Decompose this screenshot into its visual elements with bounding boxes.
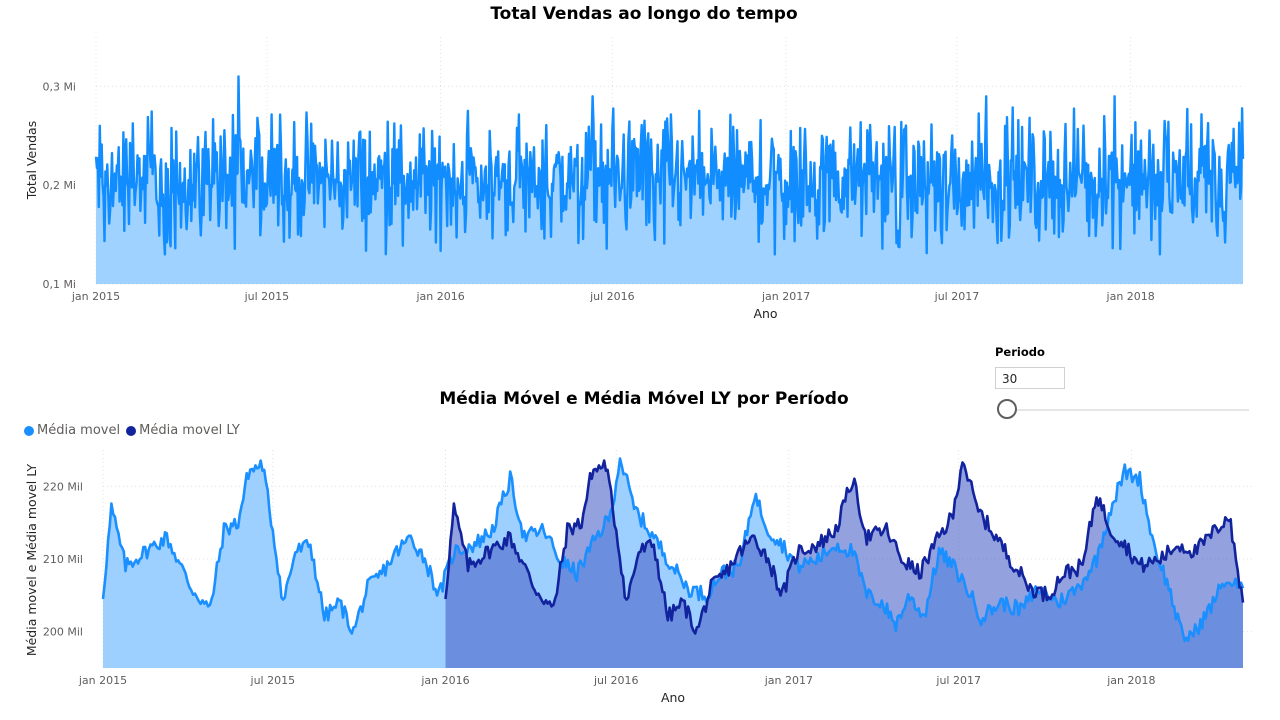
legend-dot-media-movel-ly [126, 425, 137, 436]
x-tick-label: jul 2016 [593, 674, 639, 687]
x-tick-label: jan 2016 [420, 674, 469, 687]
x-axis-title: Ano [753, 306, 777, 321]
x-tick-label: jan 2018 [1106, 290, 1155, 303]
y-axis-title: Total Vendas [24, 121, 39, 200]
legend-label-media-movel: Média movel [37, 423, 121, 438]
x-tick-label: jan 2015 [78, 674, 127, 687]
media-movel-ly-area [445, 460, 1243, 668]
legend-item-media-movel[interactable]: Média movel [24, 423, 120, 438]
legend-label-media-movel-ly: Média movel LY [139, 423, 240, 438]
x-tick-label: jan 2018 [1106, 674, 1155, 687]
x-tick-label: jul 2015 [250, 674, 296, 687]
y-tick-label: 0,3 Mi [42, 80, 76, 93]
x-tick-label: jul 2016 [589, 290, 635, 303]
slider-handle[interactable] [997, 399, 1017, 419]
x-tick-label: jan 2017 [764, 674, 813, 687]
x-axis-title: Ano [661, 690, 685, 705]
x-tick-label: jan 2016 [415, 290, 464, 303]
chart-title-total-vendas: Total Vendas ao longo do tempo [490, 4, 798, 24]
x-tick-label: jan 2017 [761, 290, 810, 303]
sales-line [94, 75, 1245, 256]
x-tick-label: jul 2017 [934, 290, 980, 303]
chart-title-media-movel: Média Móvel e Média Móvel LY por Período [439, 389, 849, 409]
y-axis-title: Média movel e Média movel LY [24, 463, 39, 656]
media-movel-line [101, 457, 1245, 643]
periodo-slicer: Periodo 30 [995, 345, 1255, 419]
y-tick-label: 210 Mil [43, 553, 83, 566]
y-tick-label: 200 Mil [43, 626, 83, 639]
media-movel-ly-line [444, 459, 1245, 635]
legend-item-media-movel-ly[interactable]: Média movel LY [126, 423, 240, 438]
slider-track[interactable] [1005, 409, 1249, 411]
slicer-title: Periodo [995, 345, 1045, 359]
x-tick-label: jan 2015 [71, 290, 120, 303]
x-tick-label: jul 2017 [935, 674, 981, 687]
y-tick-label: 0,2 Mi [42, 179, 76, 192]
y-tick-label: 220 Mil [43, 480, 83, 493]
legend-dot-media-movel [24, 425, 34, 436]
legend: Média movel Média movel LY [24, 423, 240, 438]
x-tick-label: jul 2015 [244, 290, 290, 303]
total-vendas-chart[interactable]: 0,1 Mi 0,2 Mi 0,3 Mi jan 2015 jul 2015 jan 20… [0, 0, 1280, 330]
y-tick-label: 0,1 Mi [42, 278, 76, 291]
periodo-input[interactable]: 30 [995, 367, 1065, 389]
